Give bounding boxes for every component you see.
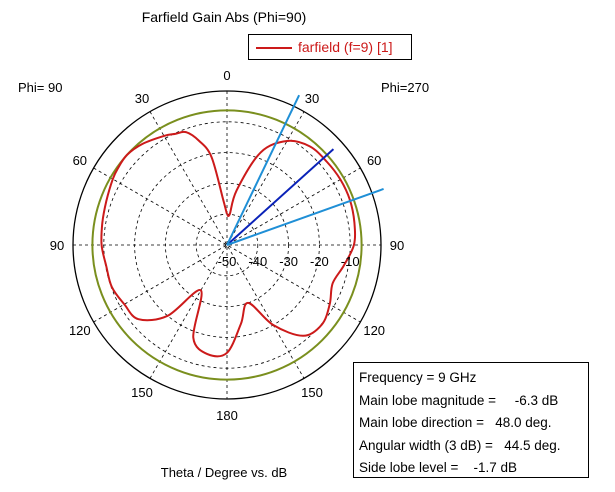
beam-3db-edge-line bbox=[226, 94, 301, 246]
gain-curve-group bbox=[100, 130, 357, 358]
angle-label: 90 bbox=[390, 238, 404, 253]
angle-label: 120 bbox=[363, 323, 385, 338]
angle-labels: 0 30 60 90 120 150 180 30 60 90 120 150 -50 -40 -30 -20… bbox=[50, 68, 404, 423]
radial-tick-label: -30 bbox=[279, 254, 298, 269]
main-lobe-line bbox=[226, 148, 335, 246]
main-lobe-magnitude-text: Main lobe magnitude = -6.3 dB bbox=[359, 392, 559, 408]
beam-3db-edge-line bbox=[226, 187, 384, 246]
radial-tick-label: -50 bbox=[218, 254, 237, 269]
angular-width-text: Angular width (3 dB) = 44.5 deg. bbox=[359, 437, 561, 453]
radial-tick-label: -10 bbox=[341, 254, 360, 269]
angle-label: 60 bbox=[367, 153, 381, 168]
angle-label: 90 bbox=[50, 238, 64, 253]
x-axis-label: Theta / Degree vs. dB bbox=[161, 465, 287, 480]
side-lobe-level-text: Side lobe level = -1.7 dB bbox=[359, 460, 517, 476]
legend-swatch bbox=[256, 47, 292, 49]
lobe-markers bbox=[226, 94, 384, 246]
reference-circle-group bbox=[91, 109, 363, 381]
polar-grid bbox=[72, 90, 382, 400]
main-lobe-direction-text: Main lobe direction = 48.0 deg. bbox=[359, 415, 552, 431]
legend-label: farfield (f=9) [1] bbox=[298, 39, 393, 55]
legend: farfield (f=9) [1] bbox=[248, 34, 412, 60]
reference-circle bbox=[91, 109, 363, 381]
angle-label: 0 bbox=[223, 68, 230, 83]
angle-label: 30 bbox=[135, 91, 149, 106]
frequency-text: Frequency = 9 GHz bbox=[359, 370, 477, 385]
angle-label: 180 bbox=[216, 408, 238, 423]
angle-label: 120 bbox=[69, 323, 91, 338]
angle-label: 60 bbox=[73, 153, 87, 168]
phi-right-label: Phi=270 bbox=[381, 80, 429, 95]
radial-tick-label: -40 bbox=[248, 254, 267, 269]
angle-label: 30 bbox=[305, 91, 319, 106]
phi-left-label: Phi= 90 bbox=[18, 80, 62, 95]
radial-tick-label: -20 bbox=[310, 254, 329, 269]
info-box: Frequency = 9 GHz Main lobe magnitude = … bbox=[353, 362, 589, 478]
gain-curve bbox=[100, 130, 357, 358]
angle-label: 150 bbox=[301, 385, 323, 400]
angle-label: 150 bbox=[131, 385, 153, 400]
chart-title: Farfield Gain Abs (Phi=90) bbox=[142, 9, 307, 25]
